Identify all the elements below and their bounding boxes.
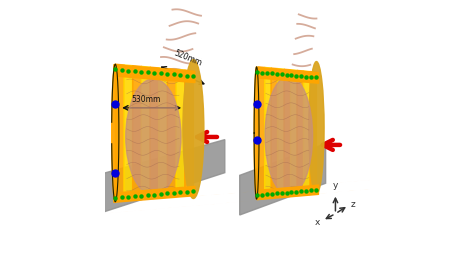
- Polygon shape: [133, 66, 141, 200]
- Polygon shape: [112, 64, 119, 202]
- Polygon shape: [264, 68, 271, 198]
- Ellipse shape: [126, 79, 181, 195]
- Polygon shape: [167, 69, 176, 196]
- Polygon shape: [278, 69, 284, 197]
- Polygon shape: [176, 69, 185, 195]
- Polygon shape: [254, 67, 259, 199]
- Polygon shape: [297, 70, 303, 194]
- Polygon shape: [291, 70, 297, 195]
- Polygon shape: [141, 66, 150, 199]
- Polygon shape: [150, 67, 159, 198]
- Polygon shape: [240, 144, 326, 215]
- Ellipse shape: [265, 76, 312, 195]
- Polygon shape: [124, 65, 133, 201]
- Text: x: x: [315, 218, 320, 227]
- Text: y: y: [333, 181, 338, 190]
- Polygon shape: [185, 70, 193, 194]
- Polygon shape: [258, 67, 264, 199]
- Text: 520mm: 520mm: [173, 48, 203, 67]
- Ellipse shape: [183, 60, 204, 198]
- Text: z: z: [351, 200, 356, 209]
- Text: 530mm: 530mm: [131, 95, 160, 105]
- Polygon shape: [271, 68, 278, 197]
- Polygon shape: [303, 71, 310, 193]
- Polygon shape: [115, 64, 124, 202]
- Polygon shape: [82, 140, 225, 219]
- Ellipse shape: [309, 61, 324, 194]
- Polygon shape: [310, 72, 317, 192]
- Polygon shape: [159, 68, 167, 197]
- Polygon shape: [284, 69, 291, 196]
